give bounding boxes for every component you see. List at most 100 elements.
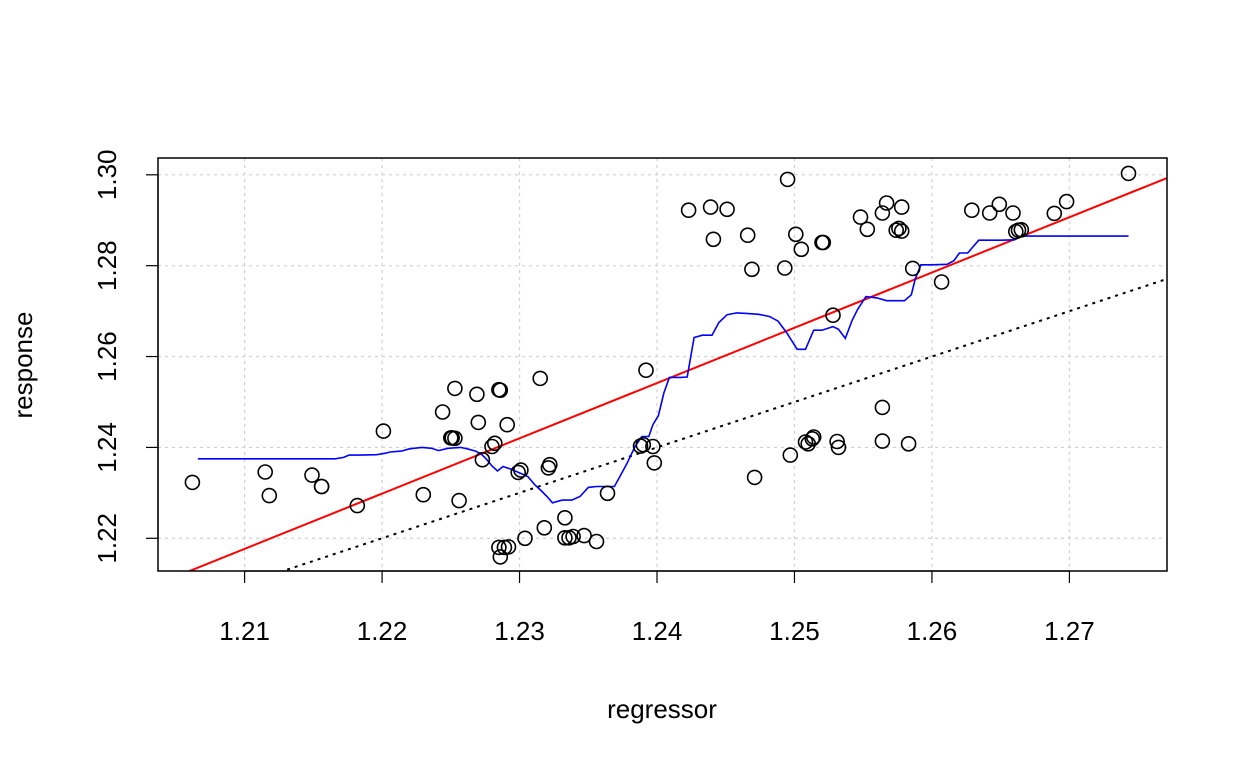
identity-line	[279, 277, 1167, 571]
data-point	[491, 539, 507, 556]
data-point	[776, 260, 793, 276]
data-point	[815, 234, 832, 251]
data-point	[904, 260, 921, 277]
data-point	[513, 462, 529, 478]
data-point	[787, 226, 804, 243]
data-point	[874, 433, 891, 449]
data-point	[541, 456, 558, 473]
y-tick-label: 1.30	[92, 150, 122, 201]
regression-line	[186, 177, 1167, 571]
data-point	[893, 199, 910, 215]
data-point	[804, 430, 821, 447]
data-point	[470, 414, 487, 431]
data-point	[261, 487, 278, 504]
data-point	[313, 478, 330, 495]
data-point	[891, 220, 907, 237]
data-point	[375, 423, 392, 439]
data-point	[486, 435, 503, 452]
data-point	[1013, 222, 1030, 238]
data-point	[469, 386, 485, 403]
data-point	[888, 222, 905, 238]
data-point	[981, 205, 998, 221]
data-point	[878, 195, 895, 211]
x-tick-label: 1.27	[1044, 616, 1095, 646]
data-point	[599, 485, 616, 502]
data-point	[510, 464, 527, 481]
x-tick-label: 1.23	[494, 616, 545, 646]
data-point	[793, 241, 810, 258]
data-point	[719, 201, 735, 218]
data-point	[447, 430, 463, 447]
data-point	[874, 399, 891, 416]
data-point	[1120, 165, 1137, 182]
data-point	[588, 533, 605, 550]
data-point	[517, 530, 533, 547]
data-point	[500, 539, 517, 555]
data-point	[1046, 205, 1063, 222]
x-axis: 1.21 1.22 1.23 1.24 1.25 1.26 1.27	[219, 570, 1095, 646]
data-point	[447, 380, 463, 397]
data-point	[933, 274, 950, 290]
data-point	[830, 439, 847, 456]
data-point	[746, 469, 763, 486]
x-tick-label: 1.25	[769, 616, 820, 646]
data-point	[492, 382, 509, 399]
data-point	[893, 223, 910, 239]
data-point	[257, 464, 274, 480]
y-axis-label: response	[8, 312, 38, 419]
grid	[158, 158, 1167, 571]
data-point	[825, 307, 841, 324]
data-point	[900, 435, 917, 452]
y-tick-label: 1.26	[92, 331, 122, 382]
data-point	[805, 429, 822, 445]
x-tick-label: 1.22	[357, 616, 408, 646]
data-point	[415, 486, 432, 503]
data-point	[349, 497, 366, 514]
data-point	[874, 205, 891, 221]
data-point	[536, 519, 553, 536]
x-tick-label: 1.26	[907, 616, 958, 646]
data-point	[852, 209, 869, 225]
y-tick-label: 1.22	[92, 513, 122, 564]
data-point	[484, 438, 500, 455]
data-point	[499, 416, 516, 433]
data-point	[492, 549, 509, 565]
smoother-line	[197, 235, 1129, 504]
data-point	[782, 447, 799, 463]
data-point	[532, 370, 549, 387]
y-tick-label: 1.24	[92, 422, 122, 473]
data-point	[991, 196, 1008, 213]
data-point	[635, 436, 652, 453]
data-point	[646, 455, 663, 471]
data-points	[184, 165, 1137, 565]
data-point	[557, 509, 573, 526]
data-point	[680, 202, 697, 218]
y-axis: 1.22 1.24 1.26 1.28 1.30	[92, 150, 159, 564]
data-point	[705, 231, 722, 248]
data-point	[744, 261, 760, 278]
data-point	[451, 492, 467, 509]
data-point	[557, 529, 573, 546]
fit-lines	[186, 177, 1167, 571]
data-point	[565, 528, 581, 545]
data-point	[779, 171, 796, 188]
x-tick-label: 1.24	[632, 616, 683, 646]
data-point	[474, 451, 491, 468]
x-tick-label: 1.21	[219, 616, 270, 646]
data-point	[1058, 193, 1075, 210]
data-point	[702, 199, 719, 215]
data-point	[859, 221, 876, 238]
data-point	[638, 362, 654, 379]
data-point	[829, 433, 845, 450]
x-axis-label: regressor	[607, 694, 717, 724]
data-point	[304, 467, 320, 483]
y-tick-label: 1.28	[92, 240, 122, 291]
data-point	[1005, 205, 1021, 221]
data-point	[739, 227, 756, 243]
data-point	[645, 438, 661, 455]
data-point	[963, 202, 980, 218]
data-point	[434, 404, 451, 420]
data-point	[184, 474, 201, 491]
data-point	[576, 527, 592, 544]
